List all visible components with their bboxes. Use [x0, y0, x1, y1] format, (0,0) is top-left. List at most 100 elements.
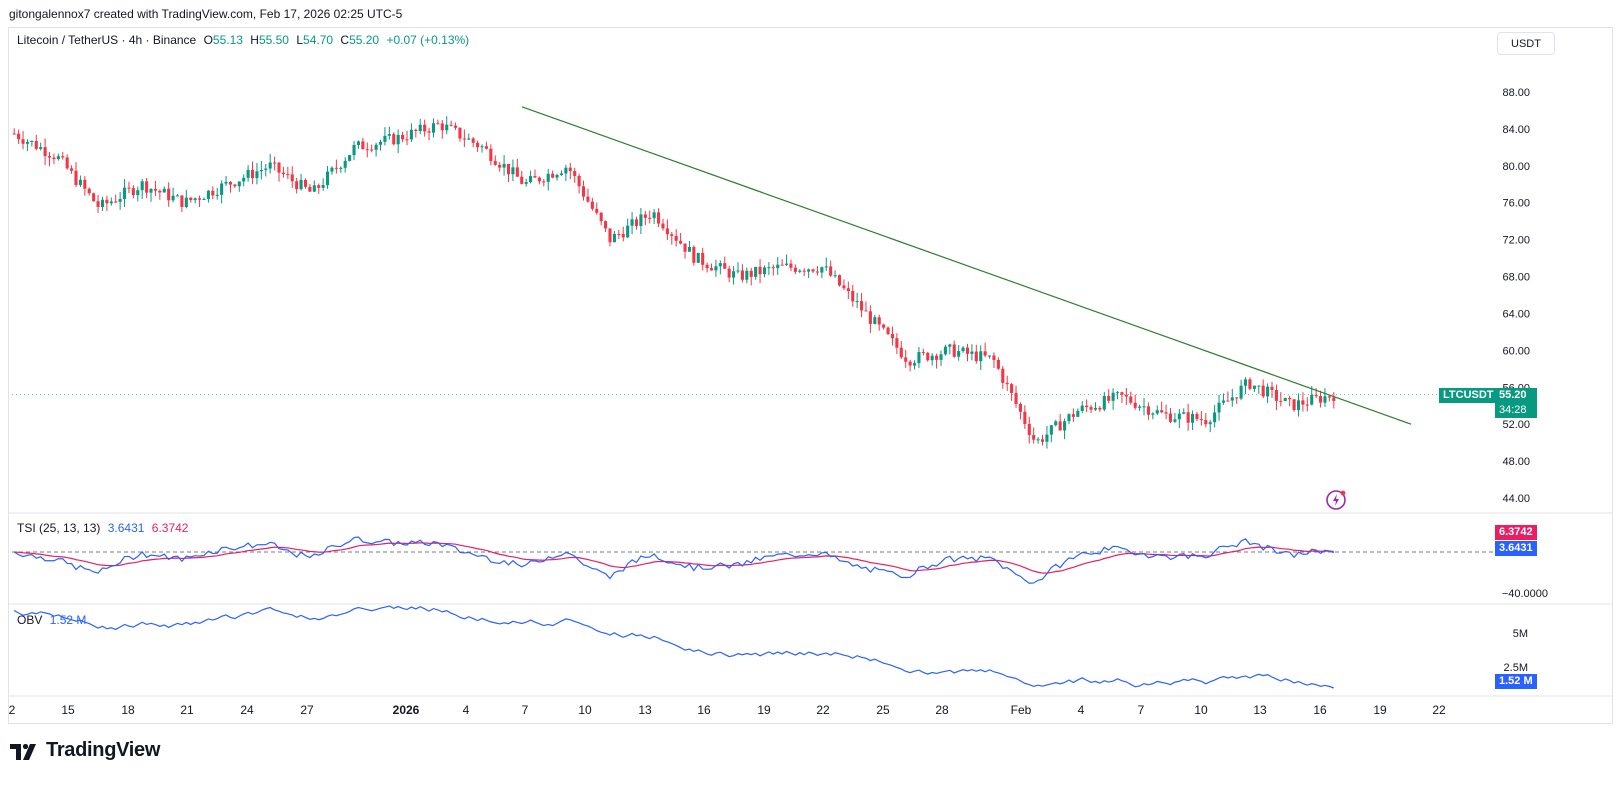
- time-tick-label: 7: [1138, 703, 1145, 717]
- candle-body: [1107, 395, 1111, 401]
- candle-body: [701, 252, 705, 265]
- candle-body: [948, 344, 952, 347]
- candle-body: [1266, 386, 1270, 397]
- candle-body: [612, 233, 616, 243]
- candle-body: [105, 199, 109, 204]
- candle-body: [118, 199, 122, 202]
- time-tick-label: 19: [757, 703, 771, 717]
- candle-body: [718, 263, 722, 267]
- candle-body: [1093, 407, 1098, 410]
- candle-body: [78, 179, 82, 185]
- candle-body: [824, 266, 828, 268]
- candle-body: [396, 134, 400, 145]
- candle-body: [886, 327, 890, 334]
- candle-body: [679, 240, 683, 244]
- candle-body: [1332, 397, 1336, 401]
- candle-body: [215, 194, 219, 196]
- time-tick-label: 16: [1313, 703, 1327, 717]
- candle-body: [634, 219, 639, 227]
- candle-body: [1182, 412, 1186, 414]
- candle-body: [273, 162, 277, 164]
- candle-body: [462, 138, 466, 140]
- candle-body: [34, 141, 38, 149]
- ohlc-high: H55.50: [250, 33, 289, 47]
- candle-body: [524, 182, 528, 184]
- candle-body: [1014, 392, 1018, 404]
- obv-pane: 5M 2.5M: [13, 605, 1528, 689]
- candle-body: [776, 264, 780, 269]
- candle-body: [1045, 434, 1049, 442]
- candle-body: [1076, 410, 1080, 417]
- candle-body: [1146, 406, 1150, 415]
- price-tick-label: 88.00: [1502, 87, 1530, 99]
- candle-body: [1040, 439, 1045, 442]
- candle-body: [652, 212, 656, 219]
- price-tick-label: 64.00: [1502, 308, 1530, 320]
- tradingview-logo[interactable]: TradingView: [10, 739, 160, 762]
- candle-body: [974, 351, 978, 362]
- candle-body: [1292, 399, 1296, 411]
- candle-body: [317, 185, 321, 188]
- candle-body: [1164, 412, 1168, 414]
- candle-body: [52, 157, 56, 160]
- candle-body: [189, 197, 193, 201]
- price-axis: 88.00 84.00 80.00 76.00 72.00 68.00 64.00 60.00…: [1502, 87, 1530, 505]
- candle-body: [1001, 368, 1005, 383]
- candle-body: [683, 243, 687, 252]
- obv-axis-tick: 5M: [1513, 628, 1528, 640]
- obv-label[interactable]: OBV: [17, 613, 43, 627]
- candle-body: [1018, 403, 1022, 412]
- candle-body: [1239, 385, 1243, 399]
- candle-body: [1261, 385, 1265, 397]
- tsi-label[interactable]: TSI (25, 13, 13): [17, 521, 101, 535]
- candle-body: [551, 173, 555, 178]
- candle-body: [877, 317, 881, 325]
- price-tick-label: 72.00: [1502, 235, 1530, 247]
- candle-body: [511, 167, 515, 175]
- candle-body: [749, 270, 753, 277]
- candle-body: [1235, 397, 1239, 399]
- candle-body: [1310, 394, 1314, 405]
- candle-body: [643, 214, 647, 218]
- candle-body: [171, 195, 175, 201]
- candle-body: [851, 291, 855, 302]
- candle-body: [1085, 405, 1089, 408]
- candle-body: [1138, 406, 1142, 408]
- candle-body: [158, 190, 162, 193]
- candle-body: [180, 195, 184, 208]
- currency-button[interactable]: USDT: [1497, 32, 1555, 55]
- symbol-name[interactable]: Litecoin / TetherUS · 4h · Binance: [17, 33, 197, 47]
- candle-body: [917, 352, 921, 364]
- lightning-icon[interactable]: [1326, 490, 1346, 510]
- candle-body: [573, 171, 577, 176]
- candle-body: [458, 127, 462, 139]
- time-tick-label: 22: [816, 703, 830, 717]
- candle-body: [1248, 379, 1252, 389]
- candle-body: [996, 359, 1000, 369]
- candle-body: [502, 163, 506, 168]
- candle-body: [1080, 405, 1084, 411]
- candle-body: [228, 181, 233, 185]
- candle-body: [1217, 402, 1221, 413]
- candle-body: [590, 201, 594, 209]
- candle-body: [370, 149, 374, 151]
- candle-body: [926, 352, 930, 361]
- candle-body: [1199, 419, 1203, 421]
- candle-body: [56, 156, 60, 160]
- candle-body: [1195, 413, 1199, 420]
- candle-body: [436, 123, 440, 125]
- candle-body: [1274, 390, 1278, 401]
- candle-body: [383, 135, 387, 142]
- candle-body: [423, 124, 427, 132]
- candle-body: [665, 228, 669, 235]
- time-tick-label: 24: [240, 703, 254, 717]
- candle-body: [890, 333, 895, 339]
- candle-body: [387, 134, 391, 136]
- candle-body: [348, 155, 352, 161]
- candle-body: [979, 351, 983, 362]
- candle-body: [1102, 395, 1106, 410]
- candle-body: [714, 266, 718, 271]
- candle-body: [648, 217, 652, 219]
- candle-body: [409, 129, 413, 140]
